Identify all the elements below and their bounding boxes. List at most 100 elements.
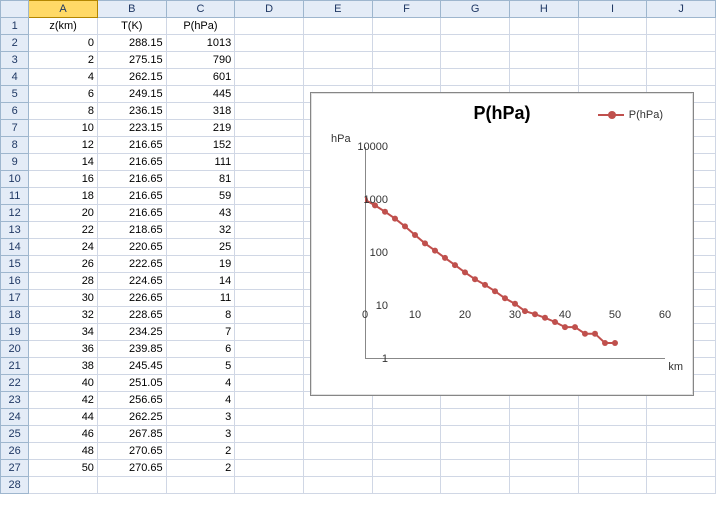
cell[interactable]: [97, 477, 166, 494]
row-header[interactable]: 2: [1, 35, 29, 52]
cell[interactable]: [441, 477, 510, 494]
cell[interactable]: 59: [166, 188, 235, 205]
cell[interactable]: [235, 392, 304, 409]
cell[interactable]: 228.65: [97, 307, 166, 324]
cell[interactable]: [235, 154, 304, 171]
cell[interactable]: 234.25: [97, 324, 166, 341]
cell[interactable]: 36: [29, 341, 98, 358]
cell[interactable]: [372, 477, 441, 494]
cell[interactable]: [235, 103, 304, 120]
row-header[interactable]: 12: [1, 205, 29, 222]
row-header[interactable]: 21: [1, 358, 29, 375]
cell[interactable]: 38: [29, 358, 98, 375]
cell[interactable]: [372, 460, 441, 477]
cell[interactable]: 216.65: [97, 188, 166, 205]
row-header[interactable]: 7: [1, 120, 29, 137]
cell[interactable]: [509, 477, 578, 494]
cell[interactable]: 6: [166, 341, 235, 358]
cell[interactable]: 152: [166, 137, 235, 154]
cell[interactable]: [578, 69, 647, 86]
cell[interactable]: [441, 69, 510, 86]
cell[interactable]: [647, 35, 716, 52]
cell[interactable]: [303, 52, 372, 69]
cell[interactable]: 245.45: [97, 358, 166, 375]
cell[interactable]: 216.65: [97, 205, 166, 222]
cell[interactable]: [647, 69, 716, 86]
cell[interactable]: [235, 239, 304, 256]
cell[interactable]: 224.65: [97, 273, 166, 290]
column-header-F[interactable]: F: [372, 1, 441, 18]
cell[interactable]: 18: [29, 188, 98, 205]
cell[interactable]: [235, 18, 304, 35]
cell[interactable]: 223.15: [97, 120, 166, 137]
cell[interactable]: 216.65: [97, 171, 166, 188]
cell[interactable]: 24: [29, 239, 98, 256]
cell[interactable]: 43: [166, 205, 235, 222]
cell[interactable]: [441, 35, 510, 52]
row-header[interactable]: 27: [1, 460, 29, 477]
cell[interactable]: 42: [29, 392, 98, 409]
cell[interactable]: 270.65: [97, 443, 166, 460]
cell[interactable]: [647, 426, 716, 443]
cell[interactable]: [578, 443, 647, 460]
cell[interactable]: [235, 477, 304, 494]
cell[interactable]: [647, 477, 716, 494]
cell[interactable]: 4: [29, 69, 98, 86]
cell[interactable]: [647, 18, 716, 35]
row-header[interactable]: 8: [1, 137, 29, 154]
cell[interactable]: P(hPa): [166, 18, 235, 35]
row-header[interactable]: 19: [1, 324, 29, 341]
cell[interactable]: [372, 69, 441, 86]
cell[interactable]: 220.65: [97, 239, 166, 256]
cell[interactable]: [372, 35, 441, 52]
cell[interactable]: 3: [166, 426, 235, 443]
row-header[interactable]: 11: [1, 188, 29, 205]
cell[interactable]: [235, 86, 304, 103]
cell[interactable]: 251.05: [97, 375, 166, 392]
cell[interactable]: [578, 460, 647, 477]
cell[interactable]: [578, 18, 647, 35]
cell[interactable]: [509, 460, 578, 477]
cell[interactable]: [235, 35, 304, 52]
cell[interactable]: [235, 256, 304, 273]
column-header-G[interactable]: G: [441, 1, 510, 18]
cell[interactable]: [372, 409, 441, 426]
cell[interactable]: 16: [29, 171, 98, 188]
cell[interactable]: [235, 460, 304, 477]
column-header-J[interactable]: J: [647, 1, 716, 18]
row-header[interactable]: 25: [1, 426, 29, 443]
cell[interactable]: 2: [29, 52, 98, 69]
row-header[interactable]: 16: [1, 273, 29, 290]
cell[interactable]: [235, 358, 304, 375]
embedded-chart[interactable]: P(hPa) P(hPa) hPa km 1101001000100000102…: [310, 92, 694, 396]
cell[interactable]: 34: [29, 324, 98, 341]
cell[interactable]: [441, 460, 510, 477]
cell[interactable]: [235, 69, 304, 86]
cell[interactable]: 601: [166, 69, 235, 86]
row-header[interactable]: 6: [1, 103, 29, 120]
cell[interactable]: [235, 222, 304, 239]
cell[interactable]: [166, 477, 235, 494]
cell[interactable]: 20: [29, 205, 98, 222]
column-header-H[interactable]: H: [509, 1, 578, 18]
cell[interactable]: [578, 477, 647, 494]
cell[interactable]: [303, 443, 372, 460]
cell[interactable]: [235, 290, 304, 307]
row-header[interactable]: 10: [1, 171, 29, 188]
cell[interactable]: 270.65: [97, 460, 166, 477]
cell[interactable]: 2: [166, 443, 235, 460]
cell[interactable]: [441, 18, 510, 35]
cell[interactable]: [647, 460, 716, 477]
cell[interactable]: [235, 120, 304, 137]
cell[interactable]: [647, 52, 716, 69]
row-header[interactable]: 9: [1, 154, 29, 171]
cell[interactable]: [372, 52, 441, 69]
cell[interactable]: [235, 171, 304, 188]
cell[interactable]: 32: [29, 307, 98, 324]
cell[interactable]: 239.85: [97, 341, 166, 358]
cell[interactable]: 14: [166, 273, 235, 290]
cell[interactable]: 32: [166, 222, 235, 239]
cell[interactable]: 12: [29, 137, 98, 154]
cell[interactable]: 111: [166, 154, 235, 171]
cell[interactable]: 218.65: [97, 222, 166, 239]
